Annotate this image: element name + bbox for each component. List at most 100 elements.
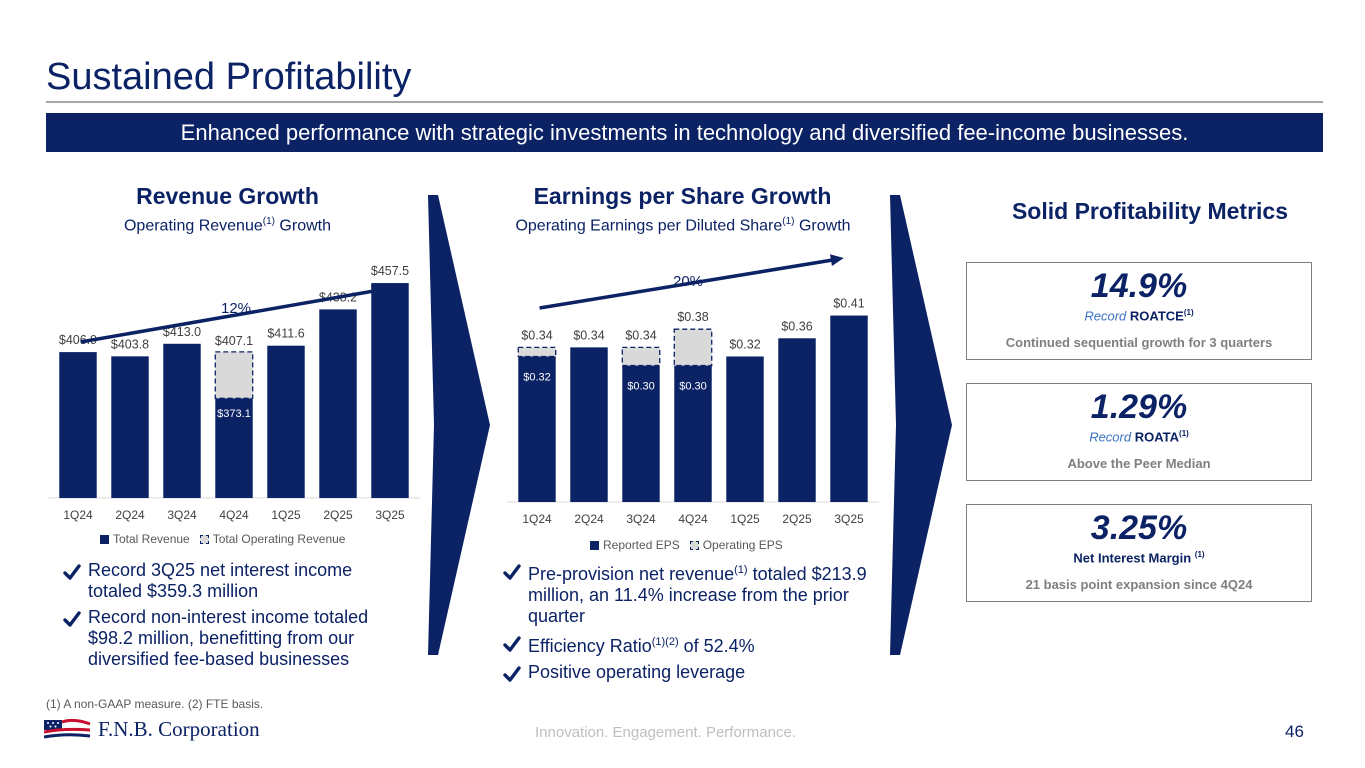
growth-arrow-line <box>80 288 378 344</box>
bar-reported-eps <box>622 365 660 502</box>
revenue-subtitle: Operating Revenue(1) Growth <box>123 216 331 235</box>
metric-description: Continued sequential growth for 3 quarte… <box>1005 335 1273 351</box>
x-tick-label: 1Q24 <box>63 508 93 522</box>
data-label: $403.8 <box>111 337 149 351</box>
metric-description: 21 basis point expansion since 4Q24 <box>1025 577 1253 593</box>
bar-total-revenue <box>267 345 305 498</box>
metric-card-nim: 3.25% Net Interest Margin (1) 21 basis p… <box>966 504 1312 602</box>
x-tick-label: 1Q25 <box>730 512 760 526</box>
eps-bullets: Pre-provision net revenue(1) totaled $21… <box>502 560 877 688</box>
footnote: (1) A non-GAAP measure. (2) FTE basis. <box>46 697 264 711</box>
title-divider <box>46 101 1323 103</box>
bullet-item: Efficiency Ratio(1)(2) of 52.4% <box>502 632 877 657</box>
data-label: $0.32 <box>523 371 551 383</box>
x-tick-label: 3Q24 <box>167 508 197 522</box>
data-label: $406.9 <box>59 333 97 347</box>
checkmark-icon <box>503 636 521 652</box>
bullet-item: Pre-provision net revenue(1) totaled $21… <box>502 560 877 627</box>
data-label: $0.30 <box>679 381 707 393</box>
data-label: $373.1 <box>217 408 251 420</box>
revenue-title: Revenue Growth <box>136 183 319 209</box>
chevron-divider-icon <box>428 195 490 655</box>
page-number: 46 <box>1285 722 1304 741</box>
bar-reported-eps <box>830 315 868 502</box>
eps-subtitle: Operating Earnings per Diluted Share(1) … <box>515 216 851 235</box>
page-title: Sustained Profitability <box>46 56 412 98</box>
bar-reported-eps <box>778 338 816 502</box>
data-label: $0.34 <box>521 328 552 342</box>
data-label: $0.36 <box>781 319 812 333</box>
data-label: $413.0 <box>163 325 201 339</box>
revenue-chart: 1Q24 $406.9 2Q24 $403.8 3Q24 $413.0 4Q24 $407.1… <box>48 264 420 522</box>
bullet-item: Positive operating leverage <box>502 662 877 683</box>
x-tick-label: 2Q25 <box>323 508 353 522</box>
bar-reported-eps <box>570 347 608 502</box>
metric-card-roatce: 14.9% Record ROATCE(1) Continued sequent… <box>966 262 1312 360</box>
x-tick-label: 3Q25 <box>375 508 405 522</box>
growth-arrow-line <box>539 257 837 310</box>
bar-reported-eps <box>674 365 712 502</box>
x-tick-label: 2Q24 <box>574 512 604 526</box>
bar-total-revenue <box>111 356 149 498</box>
data-label: $0.41 <box>833 297 864 311</box>
eps-legend: Reported EPS Operating EPS <box>590 538 783 552</box>
revenue-legend: Total Revenue Total Operating Revenue <box>100 532 345 546</box>
bar-total-revenue <box>59 352 97 498</box>
growth-arrow-head <box>370 285 385 298</box>
company-logo: F.N.B. Corporation <box>44 717 260 742</box>
metric-value: 1.29% <box>1090 388 1188 426</box>
x-tick-label: 2Q24 <box>115 508 145 522</box>
data-label: $0.38 <box>677 310 708 324</box>
checkmark-icon <box>63 564 81 580</box>
metric-value: 3.25% <box>1090 509 1188 547</box>
metric-label: Record ROATCE(1) <box>1084 308 1194 324</box>
flag-logo-icon <box>44 718 91 738</box>
checkmark-icon <box>503 564 521 580</box>
data-label: $0.30 <box>627 381 655 393</box>
x-tick-label: 4Q24 <box>678 512 708 526</box>
legend-total-revenue: Total Revenue <box>100 532 190 546</box>
bar-reported-eps <box>726 356 764 502</box>
metric-label: Net Interest Margin (1) <box>1073 550 1205 566</box>
data-label: $407.1 <box>215 334 253 348</box>
revenue-bullets: Record 3Q25 net interest income totaled … <box>62 560 402 675</box>
x-tick-label: 4Q24 <box>219 508 249 522</box>
checkmark-icon <box>63 611 81 627</box>
data-label: $0.32 <box>729 337 760 351</box>
tagline: Innovation. Engagement. Performance. <box>535 724 796 741</box>
x-tick-label: 1Q24 <box>522 512 552 526</box>
growth-annotation: 20% <box>673 273 703 290</box>
growth-arrow-head <box>829 254 844 267</box>
bar-total-revenue <box>319 309 357 498</box>
metric-value: 14.9% <box>1090 267 1188 305</box>
data-label: $457.5 <box>371 264 409 278</box>
checkmark-icon <box>503 666 521 682</box>
data-label: $0.34 <box>625 328 656 342</box>
x-tick-label: 3Q25 <box>834 512 864 526</box>
legend-operating-eps: Operating EPS <box>689 538 783 552</box>
data-label: $411.6 <box>267 327 304 341</box>
x-tick-label: 1Q25 <box>271 508 301 522</box>
subtitle-banner: Enhanced performance with strategic inve… <box>46 113 1323 152</box>
x-tick-label: 2Q25 <box>782 512 812 526</box>
bullet-item: Record 3Q25 net interest income totaled … <box>62 560 402 602</box>
logo-text: F.N.B. Corporation <box>98 717 260 741</box>
bar-total-revenue <box>163 343 201 498</box>
data-label: $0.34 <box>573 328 604 342</box>
bar-operating-eps <box>517 346 557 358</box>
legend-reported-eps: Reported EPS <box>590 538 680 552</box>
bar-operating-eps <box>673 328 713 367</box>
bar-total-revenue <box>371 283 409 498</box>
metric-description: Above the Peer Median <box>1067 456 1211 472</box>
bullet-item: Record non-interest income totaled $98.2… <box>62 607 402 670</box>
metric-label: Record ROATA(1) <box>1089 429 1189 445</box>
chevron-divider-icon <box>890 195 952 655</box>
metrics-title: Solid Profitability Metrics <box>1011 198 1289 224</box>
bar-operating-eps <box>621 346 661 367</box>
metric-card-roata: 1.29% Record ROATA(1) Above the Peer Med… <box>966 383 1312 481</box>
bar-reported-eps <box>518 356 556 502</box>
bar-total-operating-revenue <box>214 351 254 399</box>
eps-chart: 1Q24 $0.34 $0.32 2Q24 $0.34 3Q24 $0.34 $0.30 4Q2… <box>507 254 879 526</box>
legend-total-operating-revenue: Total Operating Revenue <box>199 532 345 546</box>
growth-annotation: 12% <box>221 300 251 317</box>
